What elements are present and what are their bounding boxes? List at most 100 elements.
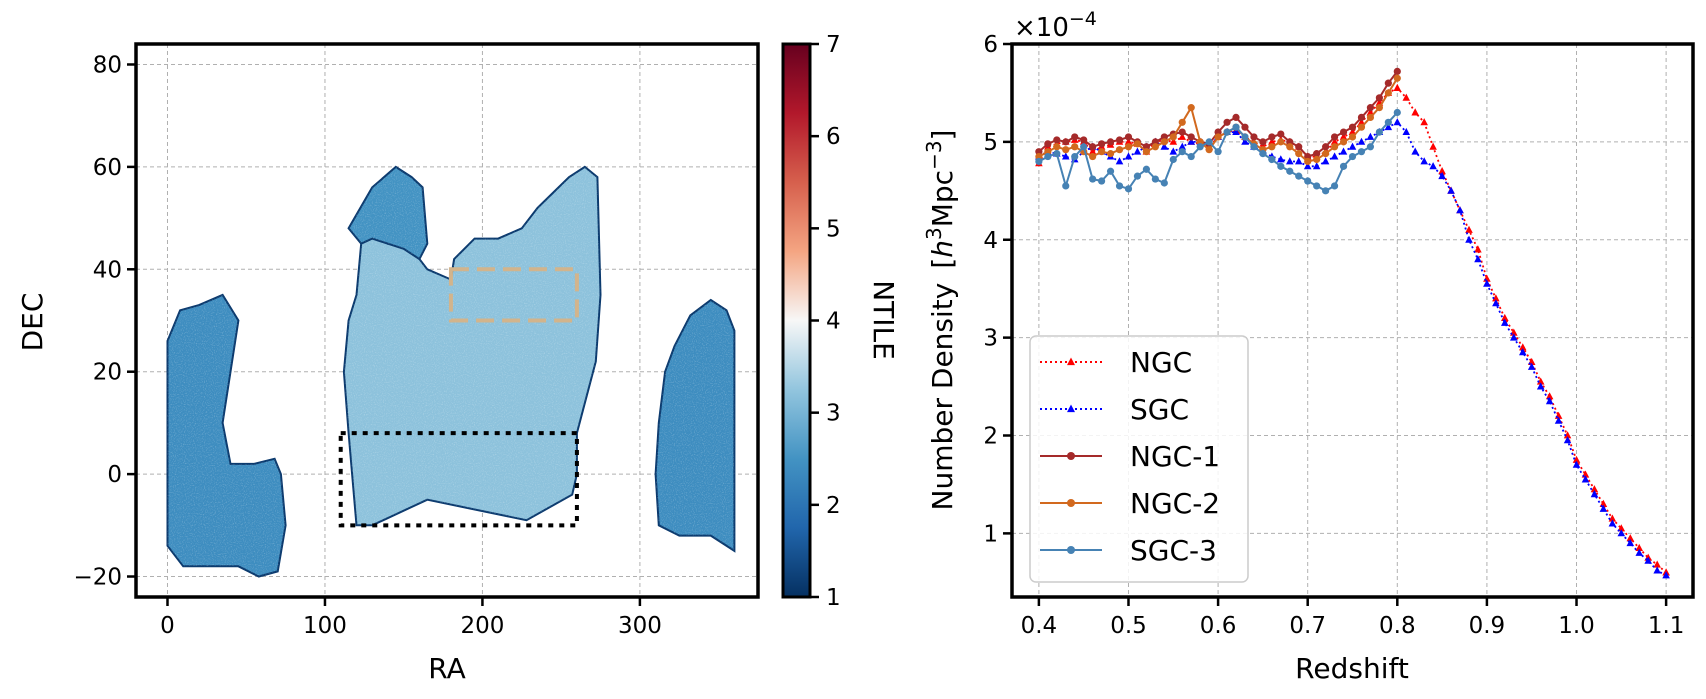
density-series — [1035, 67, 1670, 579]
series-point-NGC — [1492, 294, 1500, 302]
colorbar-tick-label: 4 — [826, 309, 841, 335]
series-point-NGC-2 — [1062, 146, 1070, 154]
series-point-SGC — [1312, 162, 1321, 170]
series-point-NGC-1 — [1124, 133, 1133, 141]
legend-label: NGC-2 — [1130, 487, 1220, 520]
series-point-SGC-3 — [1151, 175, 1159, 183]
series-point-SGC — [1438, 171, 1446, 180]
series-point-SGC — [1492, 299, 1500, 307]
series-point-NGC-2 — [1214, 133, 1222, 141]
series-point-NGC-1 — [1313, 150, 1321, 158]
series-point-NGC-2 — [1286, 143, 1294, 151]
series-point-SGC-3 — [1178, 148, 1186, 156]
series-point-NGC-2 — [1160, 138, 1168, 146]
series-point-NGC-2 — [1348, 133, 1357, 141]
series-point-NGC-2 — [1205, 146, 1213, 154]
series-point-NGC-1 — [1322, 143, 1330, 151]
series-point-SGC-3 — [1232, 123, 1240, 131]
series-point-NGC-2 — [1322, 150, 1330, 158]
series-point-NGC-1 — [1339, 128, 1348, 136]
series-point-NGC — [1268, 137, 1276, 145]
sky-tick-label-y: 0 — [107, 462, 122, 488]
series-point-NGC-1 — [1330, 133, 1339, 141]
legend-label: NGC-1 — [1130, 440, 1220, 473]
series-point-NGC — [1635, 543, 1643, 551]
density-tick-label-x: 0.9 — [1469, 613, 1506, 639]
series-point-SGC-3 — [1304, 177, 1312, 185]
colorbar-tick-label: 5 — [826, 216, 841, 242]
series-point-NGC-1 — [1250, 133, 1258, 141]
series-point-SGC-3 — [1357, 148, 1366, 156]
series-point-NGC-2 — [1115, 146, 1124, 154]
colorbar-tick-label: 3 — [826, 401, 841, 427]
legend-entry-NGC-1: NGC-1 — [1040, 440, 1220, 473]
series-point-SGC-3 — [1313, 182, 1321, 190]
series-point-NGC — [1563, 431, 1572, 439]
series-point-NGC-2 — [1330, 143, 1339, 151]
series-point-SGC-3 — [1062, 182, 1070, 190]
series-point-SGC — [1608, 519, 1617, 527]
series-point-NGC-1 — [1384, 79, 1392, 87]
series-point-SGC — [1187, 137, 1195, 145]
series-point-SGC — [1133, 147, 1142, 155]
series-point-NGC — [1348, 127, 1357, 135]
colorbar-tick-label: 1 — [826, 585, 841, 611]
series-point-SGC-3 — [1286, 167, 1294, 175]
series-point-SGC — [1062, 152, 1070, 160]
series-point-SGC-3 — [1196, 143, 1204, 151]
series-point-NGC-2 — [1375, 104, 1383, 112]
series-point-NGC — [1411, 108, 1419, 116]
series-point-SGC — [1474, 255, 1482, 263]
series-point-SGC — [1160, 142, 1169, 150]
density-tick-label-x: 0.5 — [1110, 613, 1147, 639]
series-point-NGC — [1420, 118, 1428, 126]
colorbar-tick-label: 7 — [826, 32, 841, 58]
series-point-SGC-3 — [1106, 167, 1115, 175]
series-point-NGC-2 — [1071, 143, 1079, 151]
series-point-NGC-1 — [1366, 104, 1375, 112]
series-point-NGC — [1402, 93, 1410, 101]
series-point-SGC-3 — [1115, 182, 1124, 190]
legend-entries: NGC SGC NGC-1 NGC-2 SGC-3 — [1040, 346, 1220, 567]
series-point-NGC — [1501, 313, 1509, 321]
series-point-NGC-1 — [1115, 136, 1124, 144]
legend-entry-SGC-3: SGC-3 — [1040, 534, 1217, 567]
series-point-NGC — [1519, 343, 1527, 351]
density-tick-label-y: 1 — [983, 521, 998, 547]
series-point-NGC — [1178, 132, 1186, 140]
series-point-SGC-3 — [1268, 155, 1276, 164]
series-point-NGC-1 — [1348, 123, 1357, 131]
series-point-SGC — [1339, 147, 1348, 155]
series-point-SGC-3 — [1169, 155, 1177, 164]
sky-tick-label-y: −20 — [73, 565, 122, 591]
y-label-sup1: 3 — [922, 227, 946, 240]
series-point-SGC-3 — [1133, 172, 1142, 180]
series-point-SGC — [1644, 556, 1652, 564]
scale-prefix-base: ×10 — [1014, 13, 1069, 43]
series-point-NGC-1 — [1071, 133, 1079, 141]
series-point-SGC — [1536, 382, 1545, 390]
sky-tick-label-y: 60 — [93, 155, 122, 181]
series-point-SGC — [1286, 157, 1294, 165]
legend-box — [1029, 335, 1249, 583]
series-point-SGC — [1572, 460, 1581, 468]
y-axis-label-dec: DEC — [16, 293, 49, 352]
series-point-NGC-2 — [1366, 113, 1375, 122]
series-point-SGC-3 — [1035, 157, 1043, 166]
series-point-SGC-3 — [1277, 162, 1285, 170]
series-point-SGC-3 — [1393, 108, 1401, 117]
footprint-texture-NGC-north-lobe — [348, 166, 428, 260]
series-point-SGC — [1563, 436, 1572, 444]
x-axis-label-redshift: Redshift — [1295, 652, 1409, 685]
y-label-main: Number Density — [926, 283, 959, 511]
series-point-NGC-2 — [1169, 133, 1177, 141]
series-point-NGC — [1590, 485, 1599, 493]
series-point-SGC — [1178, 142, 1186, 150]
series-point-SGC — [1653, 566, 1661, 574]
legend-label: NGC — [1130, 346, 1192, 379]
colorbar-tick-label: 2 — [826, 493, 841, 519]
series-point-NGC-1 — [1277, 130, 1285, 138]
series-point-NGC — [1572, 455, 1581, 463]
series-point-SGC — [1617, 529, 1626, 537]
series-point-NGC-2 — [1178, 118, 1186, 126]
